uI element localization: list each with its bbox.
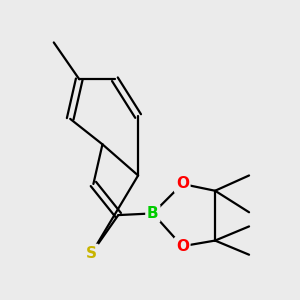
Text: S: S (86, 245, 97, 260)
Text: O: O (176, 239, 189, 254)
Text: O: O (176, 176, 189, 191)
Text: B: B (147, 206, 159, 221)
